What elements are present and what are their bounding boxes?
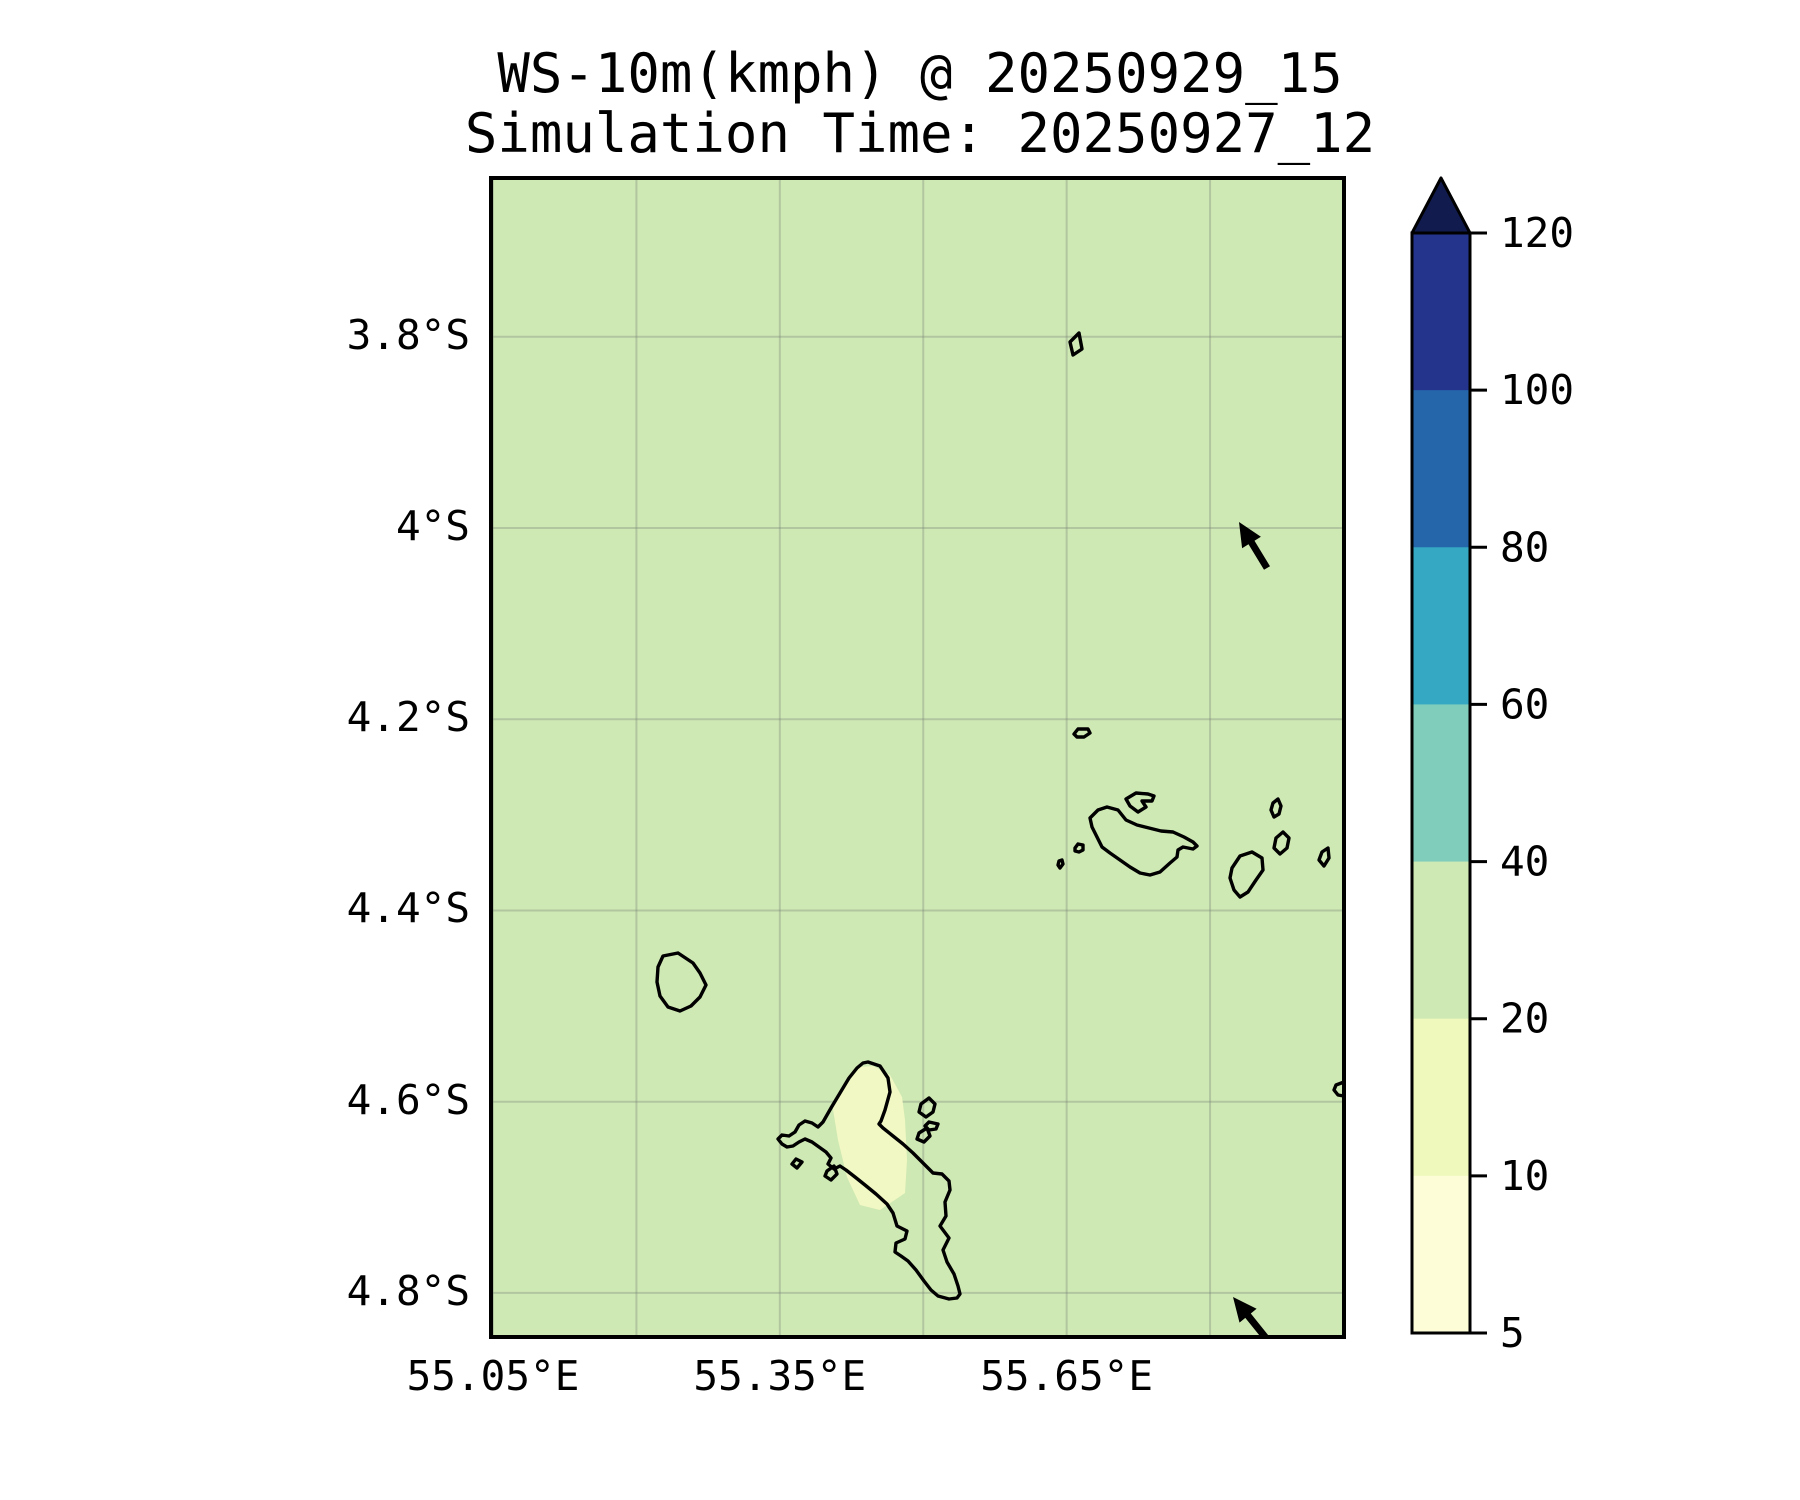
coastline-islet-near-main-3 bbox=[915, 1126, 932, 1144]
colorbar-tick-label: 20 bbox=[1500, 995, 1549, 1043]
coastline-islet-right-edge bbox=[1332, 1080, 1342, 1098]
coastline-islet-west-blob bbox=[823, 1164, 839, 1182]
y-tick-label: 3.8°S bbox=[346, 310, 470, 359]
colorbar-extend-triangle bbox=[1410, 176, 1472, 235]
colorbar-tick-label: 10 bbox=[1500, 1152, 1549, 1200]
colorbar-tick-label: 120 bbox=[1500, 209, 1574, 257]
coastline-island-hook-north bbox=[1124, 791, 1156, 814]
coastline-islet-ne-small bbox=[1269, 797, 1283, 819]
colorbar-tick-label: 100 bbox=[1500, 366, 1574, 414]
colorbar-tick-label: 60 bbox=[1500, 680, 1549, 728]
colorbar-outline bbox=[1410, 231, 1472, 1335]
y-tick-label: 4.2°S bbox=[346, 693, 470, 742]
colorbar-segment-5-10 bbox=[1412, 1175, 1470, 1334]
colorbar-tick-label: 80 bbox=[1500, 523, 1549, 571]
y-tick-label: 4.4°S bbox=[346, 884, 470, 933]
map-svg bbox=[493, 180, 1342, 1335]
coastline-islet-circle-west bbox=[1073, 842, 1085, 854]
y-tick-label: 4.8°S bbox=[346, 1266, 470, 1315]
map-plot-area bbox=[489, 176, 1346, 1339]
coastline-island-rounded-east bbox=[1228, 850, 1265, 899]
plot-title-block: WS-10m(kmph) @ 20250929_15 Simulation Ti… bbox=[420, 44, 1420, 164]
colorbar-tick-label: 5 bbox=[1500, 1309, 1525, 1357]
x-tick-label: 55.05°E bbox=[406, 1352, 580, 1400]
colorbar-segment-40-60 bbox=[1412, 704, 1470, 863]
coastline-island-group-large bbox=[1088, 805, 1199, 877]
colorbar-segment-80-100 bbox=[1412, 390, 1470, 548]
colorbar-segment-10-20 bbox=[1412, 1018, 1470, 1177]
coastline-islet-e-small bbox=[1272, 830, 1291, 856]
colorbar-segment-60-80 bbox=[1412, 547, 1470, 706]
colorbar-tick-label: 40 bbox=[1500, 838, 1549, 886]
wind-quiver-arrow bbox=[1233, 1297, 1269, 1335]
plot-title-line2: Simulation Time: 20250927_12 bbox=[464, 102, 1376, 165]
colorbar-segment-20-40 bbox=[1412, 861, 1470, 1020]
coastline-island-teardrop-west bbox=[655, 951, 708, 1013]
wind-quiver-arrow bbox=[1239, 522, 1270, 570]
coastline-islet-dash bbox=[1072, 727, 1092, 739]
coastline-island-main-large bbox=[776, 1060, 962, 1301]
coastline-islet-far-east bbox=[1317, 846, 1331, 868]
coastline-islet-near-main-1 bbox=[917, 1096, 937, 1119]
x-tick-label: 55.65°E bbox=[980, 1352, 1154, 1400]
colorbar-segment-100-120 bbox=[1412, 233, 1470, 391]
plot-title-line1: WS-10m(kmph) @ 20250929_15 bbox=[497, 42, 1343, 105]
colorbar: 120 100 80 60 40 20 10 5 bbox=[1410, 176, 1574, 1357]
y-tick-label: 4.6°S bbox=[346, 1075, 470, 1124]
x-tick-label: 55.35°E bbox=[693, 1352, 867, 1400]
coastline-islet-west-sliver bbox=[790, 1157, 804, 1170]
y-tick-label: 4°S bbox=[395, 502, 470, 551]
coastline-islet-north-tiny bbox=[1068, 331, 1084, 357]
coastline-islet-speck bbox=[1056, 858, 1065, 870]
